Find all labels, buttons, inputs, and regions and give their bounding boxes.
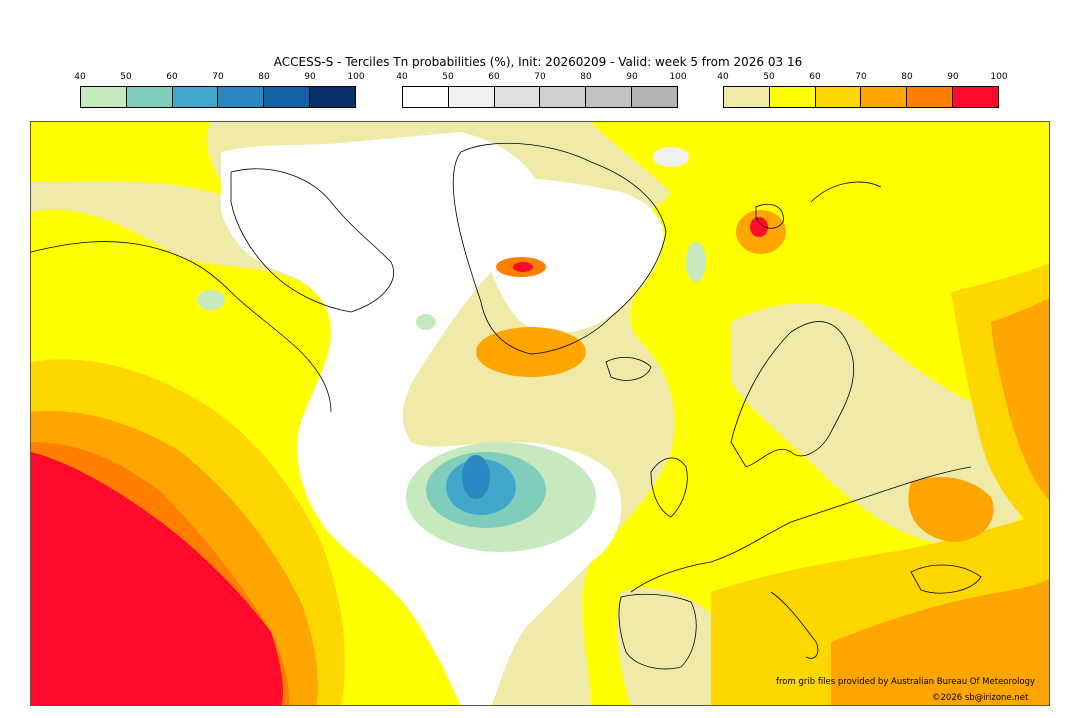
coastline-canadian-archipelago [230,168,394,313]
chart-title: ACCESS-S - Terciles Tn probabilities (%)… [273,55,803,69]
legend-swatch [448,87,495,107]
legend-tick: 100 [669,72,687,82]
legend-swatch [172,87,219,107]
coastline-britain [650,457,688,518]
map-field-red-greenland-core [513,262,533,272]
legend-tick: 50 [442,72,454,82]
legend-above-normal: 40 50 60 70 80 90 100 [717,72,1008,108]
legend-tick: 60 [809,72,821,82]
legend-swatch [310,87,355,107]
legend-below-ticks: 40 50 60 70 80 90 100 [74,72,364,86]
legend-swatch [81,87,127,107]
coastline-greenland [452,142,667,355]
legend-swatch [861,87,908,107]
legend-swatch [769,87,816,107]
legend-tick: 80 [901,72,913,82]
coastline-scandinavia [730,321,855,468]
coastline-italy [770,591,819,659]
legend-swatch [907,87,954,107]
map-field-below-small-3 [686,242,706,282]
legend-tick: 60 [166,72,178,82]
legend-swatch [586,87,633,107]
legend-normal-ticks: 40 50 60 70 80 90 100 [396,72,686,86]
map-field-red-svalbard [750,217,768,237]
legend-tick: 80 [580,72,592,82]
legend-tick: 50 [763,72,775,82]
legend-tick: 90 [304,72,316,82]
legend-swatch [953,87,998,107]
map-field-orange-greenland [476,327,586,377]
map-field-red-sw [31,452,283,705]
legend-near-normal: 40 50 60 70 80 90 100 [396,72,687,108]
map-field-white-greenland [469,177,664,334]
legend-tick: 90 [626,72,638,82]
legend-swatch [540,87,587,107]
legend-tick: 90 [947,72,959,82]
legend-swatch [403,87,449,107]
legend-tick: 70 [212,72,224,82]
legend-below-colorbar [80,86,356,108]
source-credit: from grib files provided by Australian B… [776,677,1036,687]
legend-tick: 100 [990,72,1008,82]
legend-tick: 50 [120,72,132,82]
map-field-white-atlantic [221,132,622,705]
legend-tick: 70 [855,72,867,82]
map-field-darkorange-east [991,297,1049,500]
map-field-below-small-2 [416,314,436,330]
probability-map [30,121,1050,706]
legend-swatch [218,87,265,107]
map-field-darkorange-caspian [908,477,994,542]
coastline-novaya-zemlya [810,181,882,203]
legend-tick: 40 [74,72,86,82]
coastline-iberia [618,593,697,670]
coastline-black-sea [910,564,982,594]
legend-tick: 100 [347,72,365,82]
legend-tick: 40 [396,72,408,82]
map-field-below-small-1 [197,290,225,310]
legend-swatch [126,87,173,107]
legend-tick: 40 [717,72,729,82]
legend-below-normal: 40 50 60 70 80 90 100 [74,72,365,108]
legend-swatch [724,87,770,107]
coastline-europe [630,466,972,593]
legend-swatch [815,87,862,107]
coastlines [31,142,982,670]
coastline-iceland [605,357,652,381]
legend-tick: 80 [258,72,270,82]
legend-normal-colorbar [402,86,678,108]
legend-above-colorbar [723,86,999,108]
map-field-below-70 [462,455,490,499]
legend-swatch [632,87,677,107]
copyright-credit: ©2026 sb@irizone.net [932,693,1029,703]
legend-swatch [264,87,311,107]
coastline-north-america [31,241,332,413]
map-canvas [31,122,1049,705]
coastline-svalbard [755,203,784,229]
map-field-tan-iberia [616,588,726,705]
map-field-grey-2 [653,147,689,167]
legend-tick: 70 [534,72,546,82]
legend-swatch [494,87,541,107]
legend-tick: 60 [488,72,500,82]
legend-above-ticks: 40 50 60 70 80 90 100 [717,72,1007,86]
map-field-darkorange-med [831,578,1049,705]
